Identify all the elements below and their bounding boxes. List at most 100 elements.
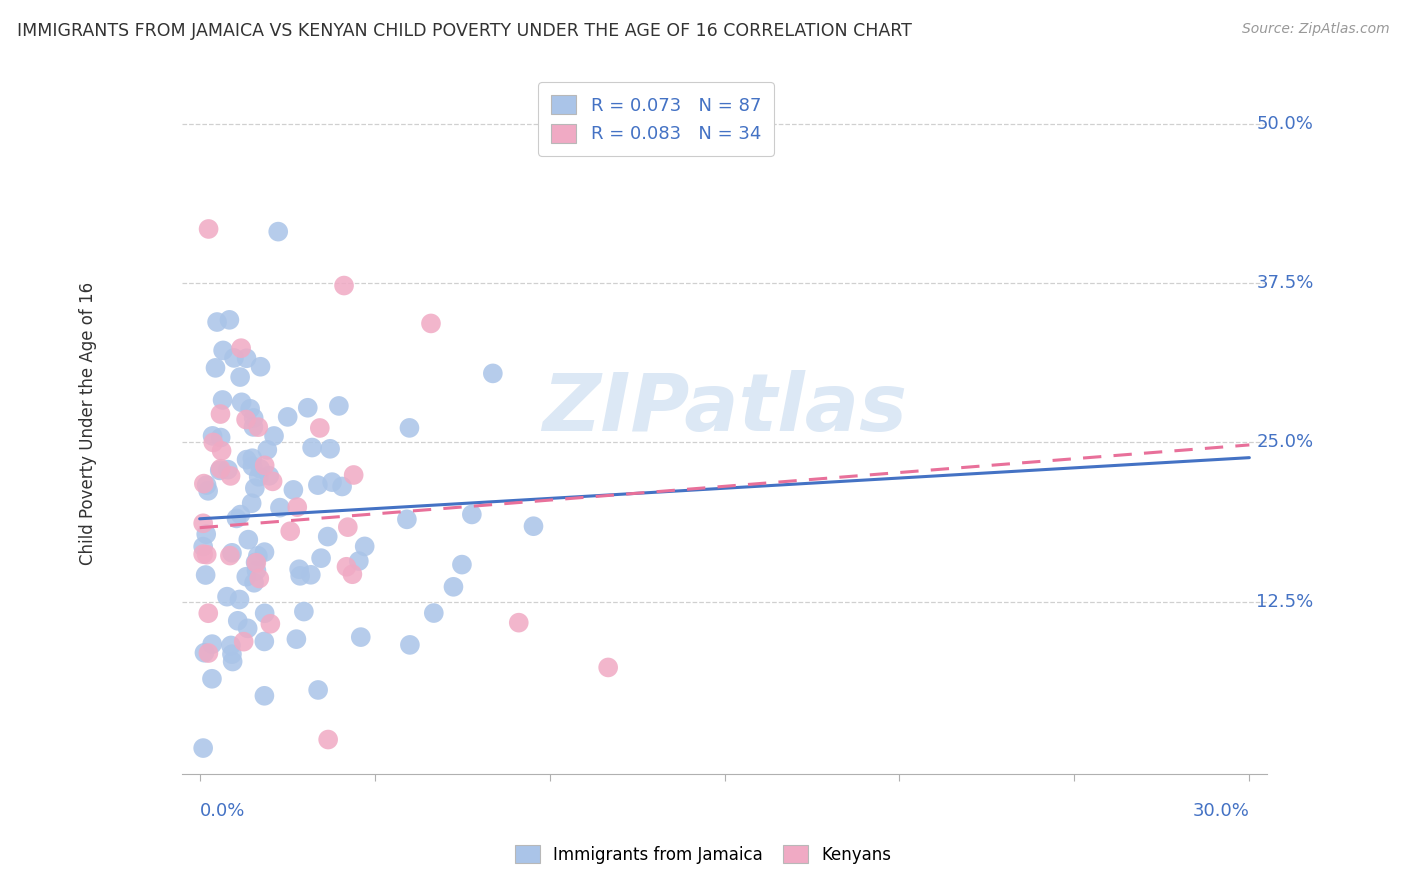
Point xyxy=(221,647,243,661)
Point xyxy=(247,469,270,483)
Point xyxy=(395,512,418,526)
Point xyxy=(353,540,375,554)
Point xyxy=(229,341,252,355)
Point xyxy=(522,519,544,533)
Point xyxy=(307,682,329,697)
Point xyxy=(235,570,257,584)
Point xyxy=(221,546,243,560)
Text: Child Poverty Under the Age of 16: Child Poverty Under the Age of 16 xyxy=(79,282,97,565)
Point xyxy=(197,222,219,236)
Point xyxy=(193,547,215,561)
Point xyxy=(201,672,224,686)
Legend: Immigrants from Jamaica, Kenyans: Immigrants from Jamaica, Kenyans xyxy=(508,838,898,871)
Point xyxy=(229,370,252,384)
Point xyxy=(598,660,620,674)
Point xyxy=(226,614,249,628)
Point xyxy=(278,524,301,539)
Point xyxy=(211,392,233,407)
Point xyxy=(247,571,270,585)
Point xyxy=(256,442,278,457)
Point xyxy=(308,421,330,435)
Point xyxy=(193,540,215,554)
Point xyxy=(212,343,235,358)
Point xyxy=(243,575,266,590)
Point xyxy=(316,732,339,747)
Point xyxy=(211,443,233,458)
Point xyxy=(194,568,217,582)
Point xyxy=(193,476,215,491)
Point xyxy=(232,634,254,648)
Point xyxy=(482,367,505,381)
Point xyxy=(221,655,243,669)
Point xyxy=(259,616,281,631)
Point xyxy=(307,478,329,492)
Text: 30.0%: 30.0% xyxy=(1192,802,1250,820)
Text: Source: ZipAtlas.com: Source: ZipAtlas.com xyxy=(1241,22,1389,37)
Point xyxy=(228,592,250,607)
Point xyxy=(242,411,264,425)
Point xyxy=(242,420,264,434)
Point xyxy=(343,467,366,482)
Point xyxy=(299,567,322,582)
Point xyxy=(229,508,252,522)
Point xyxy=(253,545,276,559)
Point xyxy=(285,632,308,647)
Point xyxy=(350,630,373,644)
Point xyxy=(218,313,240,327)
Point xyxy=(240,451,263,466)
Point xyxy=(217,463,239,477)
Point xyxy=(316,530,339,544)
Point xyxy=(202,435,225,450)
Point xyxy=(235,452,257,467)
Point xyxy=(195,548,218,562)
Point xyxy=(197,483,219,498)
Point xyxy=(262,475,284,489)
Point xyxy=(283,483,305,497)
Point xyxy=(205,315,228,329)
Point xyxy=(285,500,308,515)
Point xyxy=(225,511,247,525)
Text: 50.0%: 50.0% xyxy=(1257,115,1313,133)
Point xyxy=(269,500,291,515)
Point xyxy=(508,615,530,630)
Point xyxy=(195,527,218,541)
Text: 25.0%: 25.0% xyxy=(1257,434,1313,451)
Point xyxy=(336,520,359,534)
Point xyxy=(235,351,257,366)
Point xyxy=(288,569,311,583)
Text: 37.5%: 37.5% xyxy=(1257,274,1313,293)
Point xyxy=(263,429,285,443)
Point xyxy=(253,607,276,621)
Point xyxy=(288,562,311,576)
Point xyxy=(193,516,215,531)
Point xyxy=(249,359,271,374)
Point xyxy=(243,481,266,495)
Point xyxy=(267,225,290,239)
Point xyxy=(309,551,332,566)
Point xyxy=(240,496,263,510)
Text: 12.5%: 12.5% xyxy=(1257,592,1313,611)
Point xyxy=(236,621,259,635)
Point xyxy=(235,412,257,426)
Point xyxy=(231,395,253,409)
Point xyxy=(333,278,356,293)
Point xyxy=(204,360,226,375)
Text: 0.0%: 0.0% xyxy=(200,802,245,820)
Point xyxy=(239,401,262,416)
Point xyxy=(197,606,219,620)
Point xyxy=(219,469,242,483)
Point xyxy=(451,558,474,572)
Point xyxy=(245,555,267,569)
Point xyxy=(249,462,271,476)
Point xyxy=(398,421,420,435)
Point xyxy=(246,549,269,563)
Point xyxy=(222,351,245,365)
Point xyxy=(193,741,215,756)
Point xyxy=(193,646,215,660)
Point xyxy=(321,475,343,490)
Point xyxy=(253,634,276,648)
Legend: R = 0.073   N = 87, R = 0.083   N = 34: R = 0.073 N = 87, R = 0.083 N = 34 xyxy=(538,82,773,156)
Point xyxy=(257,468,280,483)
Point xyxy=(253,458,276,473)
Point xyxy=(208,463,231,477)
